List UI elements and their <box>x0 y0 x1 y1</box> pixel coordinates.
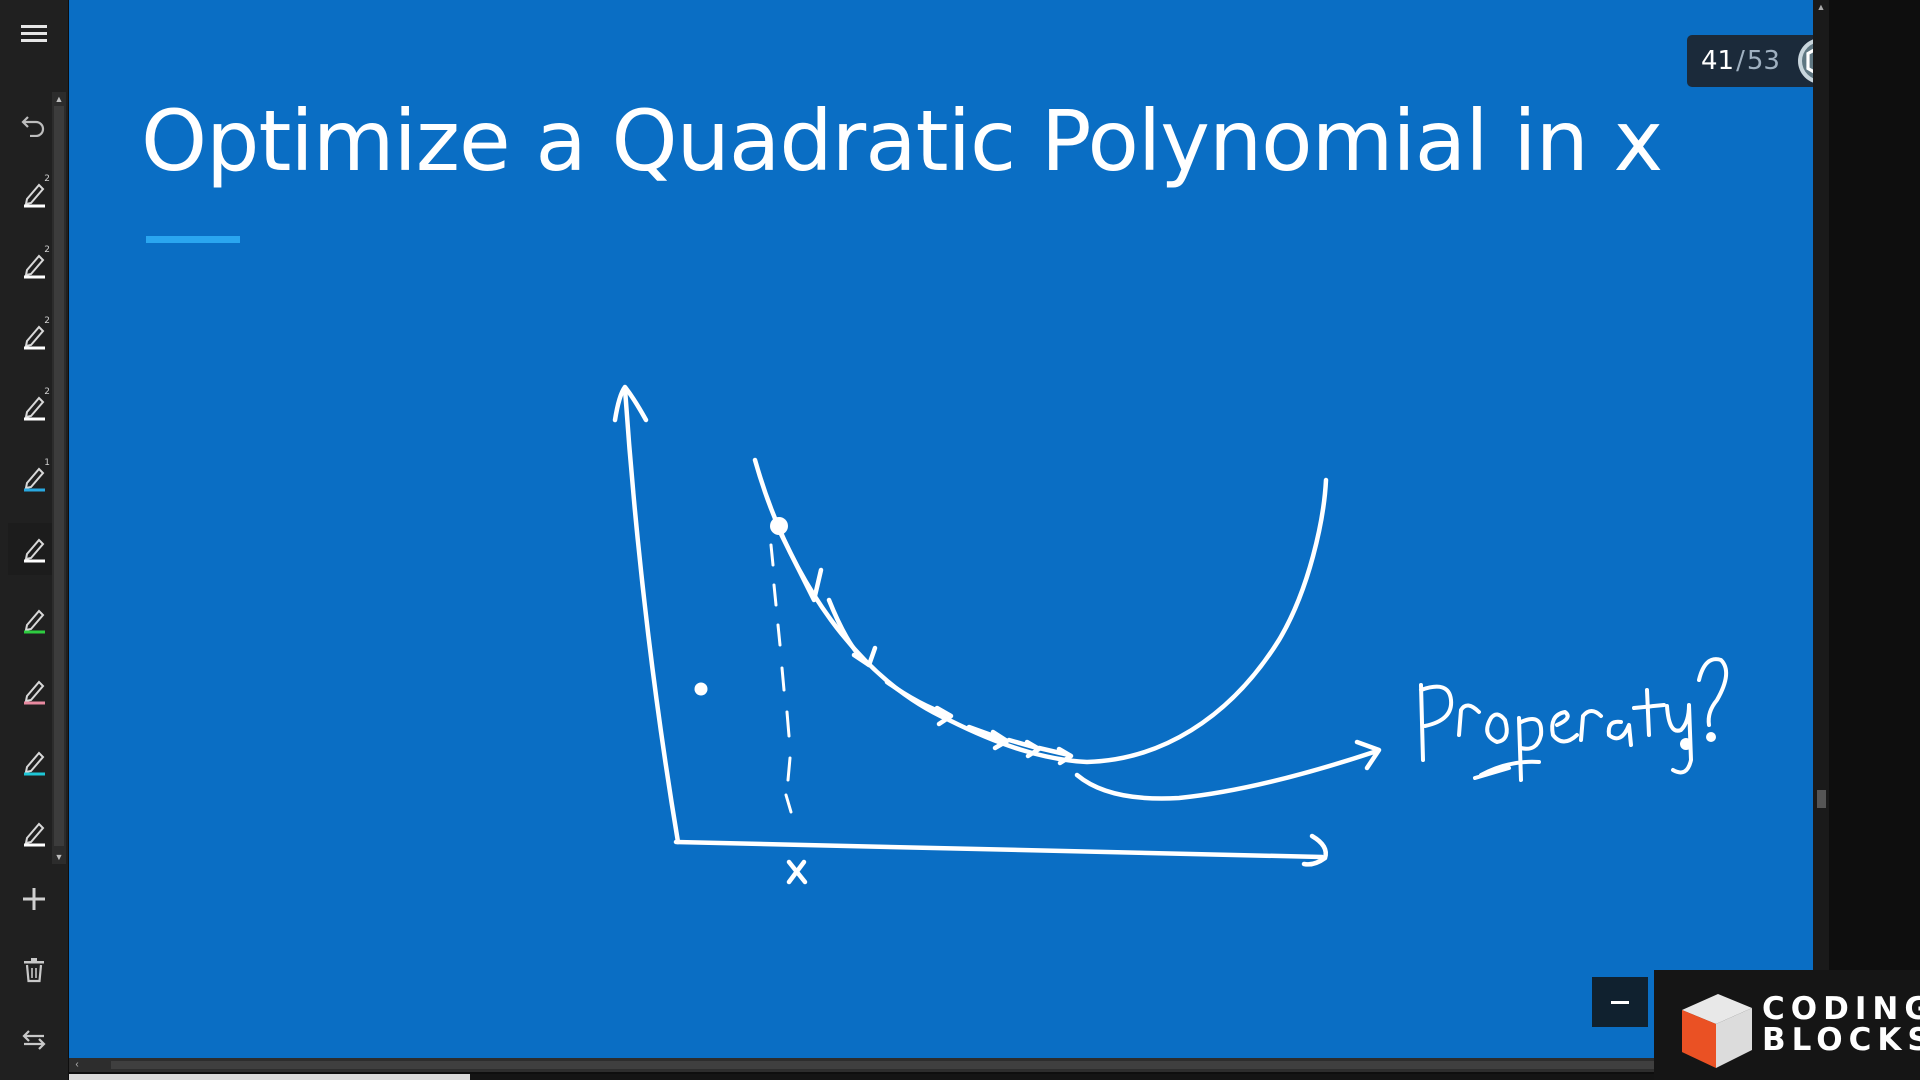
pen-tool-5[interactable]: 1 <box>8 452 60 504</box>
settings-button[interactable] <box>1794 35 1813 87</box>
chevron-up-icon[interactable]: ▲ <box>54 94 64 104</box>
pen-icon <box>24 609 45 634</box>
menu-icon <box>21 25 47 42</box>
pen-tool-2[interactable]: 2 <box>8 239 60 291</box>
pen-tool-7[interactable] <box>8 594 60 646</box>
progress-fill <box>69 1074 471 1080</box>
logo-line-1: CODING <box>1762 991 1920 1027</box>
tangent-arrow <box>1074 749 1377 801</box>
pen-tool-1[interactable]: 2 <box>8 168 60 220</box>
pen-tool-4[interactable]: 2 <box>8 381 60 433</box>
page-indicator: 41/53 <box>1701 46 1780 76</box>
delete-button[interactable] <box>8 944 60 996</box>
swap-icon <box>22 1030 46 1050</box>
menu-button[interactable] <box>8 8 60 60</box>
sketch-dots <box>694 517 1716 750</box>
pen-icon <box>24 183 45 208</box>
dashed-guide <box>769 543 793 814</box>
swap-button[interactable] <box>8 1014 60 1066</box>
current-page: 41 <box>1701 46 1735 76</box>
video-progress-bar[interactable] <box>69 1074 1813 1080</box>
pen-badge: 2 <box>44 174 50 184</box>
pen-tool-6[interactable] <box>8 523 60 575</box>
parabola-curve <box>752 457 1329 765</box>
pen-tool-8[interactable] <box>8 665 60 717</box>
vertical-scrollbar[interactable]: ▲ <box>1813 0 1829 1058</box>
toolbar-scroll-thumb[interactable] <box>54 106 64 846</box>
pen-icon <box>24 467 45 492</box>
pen-tool-10[interactable] <box>8 807 60 859</box>
total-pages: 53 <box>1746 46 1780 76</box>
page-counter: 41/53 <box>1687 35 1813 87</box>
logo-line-2: BLOCKS <box>1762 1022 1920 1058</box>
logo-wordmark: CODING BLOCKS <box>1762 994 1920 1056</box>
cube-logo-icon <box>1682 994 1752 1068</box>
chevron-left-icon[interactable]: ‹ <box>75 1059 79 1070</box>
x-axis <box>673 839 1325 860</box>
slide-title: Optimize a Quadratic Polynomial in x <box>141 92 1663 190</box>
add-icon <box>23 888 45 910</box>
pen-badge: 2 <box>44 387 50 397</box>
property-question-text <box>1419 657 1729 782</box>
pen-tool-9[interactable] <box>8 736 60 788</box>
title-underline <box>146 236 240 243</box>
y-axis <box>612 384 649 423</box>
chevron-up-icon[interactable]: ▲ <box>1816 2 1826 12</box>
minus-icon <box>1611 1000 1629 1004</box>
horizontal-scroll-thumb[interactable] <box>111 1061 1673 1069</box>
toolbar-scrollbar[interactable]: ▲ ▼ <box>52 92 66 864</box>
pen-tool-3[interactable]: 2 <box>8 310 60 362</box>
coding-blocks-logo: CODING BLOCKS <box>1654 970 1920 1080</box>
pen-badge: 2 <box>44 316 50 326</box>
settings-icon <box>1798 39 1813 83</box>
pen-badge: 2 <box>44 245 50 255</box>
horizontal-scrollbar[interactable]: ‹ <box>69 1058 1813 1072</box>
undo-icon <box>21 116 45 137</box>
page-separator: / <box>1736 46 1745 76</box>
pen-icon <box>24 751 45 776</box>
slide-canvas[interactable]: Optimize a Quadratic Polynomial in x <box>69 0 1813 1058</box>
zoom-out-button[interactable] <box>1592 977 1648 1027</box>
x-label-glyph <box>786 859 808 885</box>
add-button[interactable] <box>8 873 60 925</box>
pen-icon <box>24 254 45 279</box>
pen-icon <box>24 680 45 705</box>
vertical-scroll-thumb[interactable] <box>1817 790 1826 808</box>
pen-icon <box>24 396 45 421</box>
trash-icon <box>24 958 44 983</box>
undo-button[interactable] <box>8 98 60 150</box>
pen-badge: 1 <box>44 458 50 468</box>
pen-icon <box>24 325 45 350</box>
pen-icon <box>24 538 45 563</box>
handwritten-sketch <box>612 384 1729 885</box>
pen-icon <box>24 822 45 847</box>
annotation-toolbar: 2 2 2 2 1 ▲ ▼ <box>0 0 68 1080</box>
chevron-down-icon[interactable]: ▼ <box>54 852 64 862</box>
